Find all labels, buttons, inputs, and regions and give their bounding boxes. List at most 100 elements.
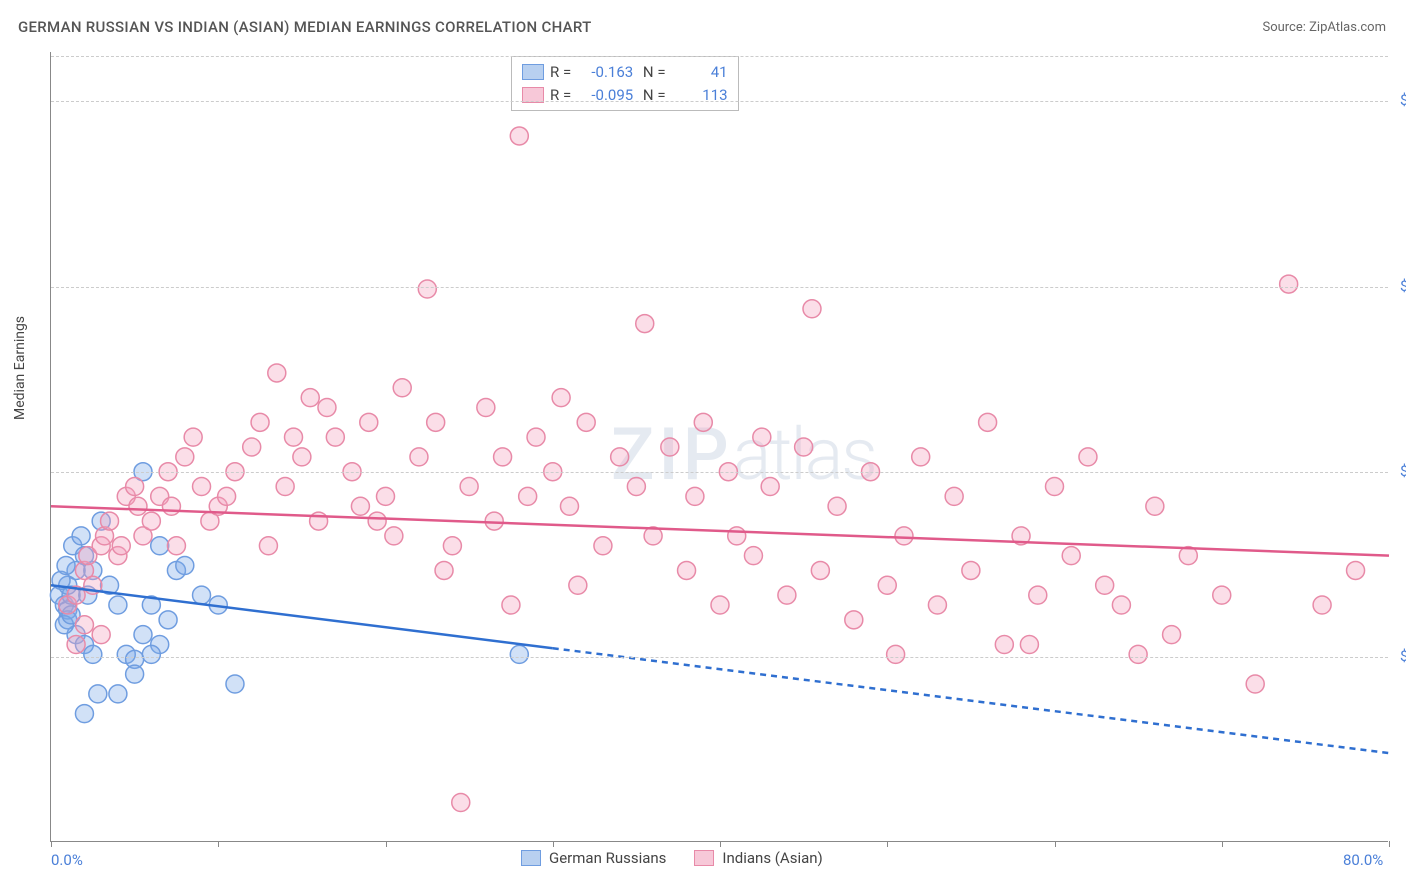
scatter-point — [75, 705, 93, 723]
y-axis-label: Median Earnings — [12, 316, 28, 420]
scatter-point — [101, 512, 119, 530]
ytick-label: $150,000 — [1392, 91, 1406, 109]
scatter-point — [1280, 275, 1298, 293]
scatter-point — [502, 596, 520, 614]
scatter-point — [845, 611, 863, 629]
scatter-point — [72, 527, 90, 545]
scatter-point — [129, 497, 147, 515]
scatter-point — [393, 379, 411, 397]
scatter-point — [753, 428, 771, 446]
scatter-point — [694, 413, 712, 431]
scatter-point — [527, 428, 545, 446]
scatter-point — [410, 448, 428, 466]
legend-label-blue: German Russians — [549, 849, 666, 867]
xtick — [887, 841, 888, 847]
scatter-point — [251, 413, 269, 431]
scatter-point — [162, 497, 180, 515]
scatter-point — [268, 364, 286, 382]
gridline-h — [51, 657, 1388, 658]
scatter-point — [979, 413, 997, 431]
scatter-point — [276, 478, 294, 496]
scatter-point — [427, 413, 445, 431]
scatter-point — [176, 448, 194, 466]
scatter-point — [887, 645, 905, 663]
scatter-point — [89, 685, 107, 703]
scatter-point — [1246, 675, 1264, 693]
scatter-point — [92, 626, 110, 644]
scatter-point — [485, 512, 503, 530]
scatter-point — [460, 478, 478, 496]
scatter-point — [510, 127, 528, 145]
scatter-point — [1313, 596, 1331, 614]
scatter-point — [385, 527, 403, 545]
gridline-h — [51, 56, 1388, 57]
gridline-h — [51, 287, 1388, 288]
scatter-point — [443, 537, 461, 555]
scatter-point — [142, 645, 160, 663]
scatter-point — [167, 537, 185, 555]
scatter-point — [418, 280, 436, 298]
scatter-point — [142, 512, 160, 530]
xtick — [51, 841, 52, 847]
xtick — [1389, 841, 1390, 847]
scatter-point — [1146, 497, 1164, 515]
scatter-point — [1029, 586, 1047, 604]
scatter-point — [184, 428, 202, 446]
scatter-point — [928, 596, 946, 614]
scatter-point — [962, 561, 980, 579]
scatter-point — [1163, 626, 1181, 644]
scatter-point — [301, 389, 319, 407]
scatter-point — [193, 586, 211, 604]
scatter-point — [1129, 645, 1147, 663]
legend-item-pink: Indians (Asian) — [694, 849, 822, 867]
scatter-point — [259, 537, 277, 555]
scatter-point — [995, 636, 1013, 654]
scatter-point — [293, 448, 311, 466]
scatter-point — [326, 428, 344, 446]
scatter-point — [126, 478, 144, 496]
xtick — [386, 841, 387, 847]
trend-line — [51, 585, 553, 648]
ytick-label: $37,500 — [1392, 647, 1406, 665]
scatter-point — [611, 448, 629, 466]
xtick — [1222, 841, 1223, 847]
legend-label-pink: Indians (Asian) — [722, 849, 822, 867]
ytick-label: $112,500 — [1392, 277, 1406, 295]
scatter-point — [351, 497, 369, 515]
gridline-h — [51, 101, 1388, 102]
scatter-point — [176, 557, 194, 575]
scatter-point — [126, 665, 144, 683]
scatter-point — [151, 537, 169, 555]
scatter-point — [627, 478, 645, 496]
scatter-point — [510, 645, 528, 663]
scatter-point — [895, 527, 913, 545]
scatter-point — [661, 438, 679, 456]
scatter-point — [728, 527, 746, 545]
scatter-point — [811, 561, 829, 579]
scatter-point — [686, 487, 704, 505]
scatter-point — [744, 547, 762, 565]
scatter-point — [368, 512, 386, 530]
scatter-point — [945, 487, 963, 505]
scatter-point — [552, 389, 570, 407]
trend-line — [553, 648, 1389, 753]
scatter-point — [109, 596, 127, 614]
scatter-point — [1020, 636, 1038, 654]
scatter-point — [477, 399, 495, 417]
scatter-point — [912, 448, 930, 466]
scatter-point — [761, 478, 779, 496]
scatter-point — [878, 576, 896, 594]
scatter-point — [828, 497, 846, 515]
scatter-point — [159, 611, 177, 629]
scatter-point — [1096, 576, 1114, 594]
scatter-point — [109, 685, 127, 703]
scatter-point — [226, 675, 244, 693]
xtick-label: 80.0% — [1343, 851, 1383, 869]
scatter-point — [134, 626, 152, 644]
plot-area: ZIPatlas R = -0.163 N = 41 R = -0.095 N … — [50, 52, 1388, 842]
scatter-point — [67, 636, 85, 654]
scatter-point — [1062, 547, 1080, 565]
scatter-point — [435, 561, 453, 579]
scatter-point — [577, 413, 595, 431]
xtick — [553, 841, 554, 847]
